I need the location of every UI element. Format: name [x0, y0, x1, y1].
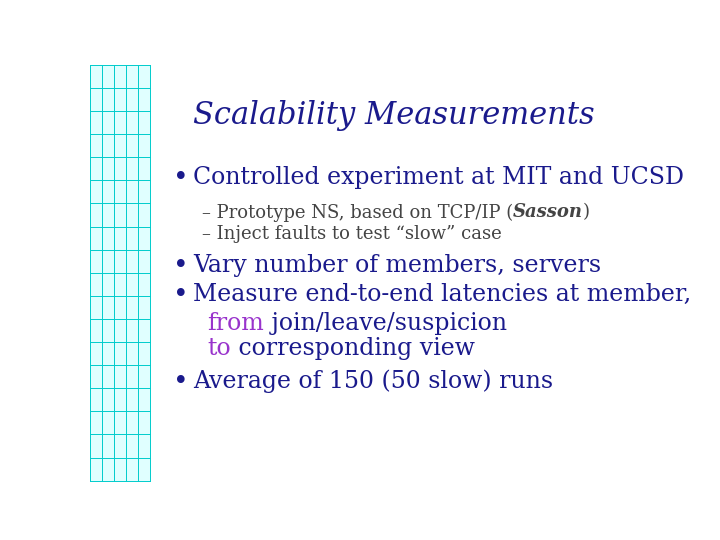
Text: •: • — [173, 165, 188, 190]
Text: corresponding view: corresponding view — [231, 337, 474, 360]
Text: Controlled experiment at MIT and UCSD: Controlled experiment at MIT and UCSD — [193, 166, 684, 188]
Text: Vary number of members, servers: Vary number of members, servers — [193, 254, 601, 276]
Text: •: • — [173, 253, 188, 278]
Bar — [90, 65, 150, 481]
Text: – Inject faults to test “slow” case: – Inject faults to test “slow” case — [202, 225, 501, 244]
Text: Sasson: Sasson — [513, 204, 583, 221]
Text: •: • — [173, 282, 188, 307]
Text: from: from — [207, 312, 264, 335]
Text: Scalability Measurements: Scalability Measurements — [193, 100, 595, 131]
Text: ): ) — [583, 204, 590, 221]
Text: Measure end-to-end latencies at member,: Measure end-to-end latencies at member, — [193, 284, 691, 306]
Text: – Prototype NS, based on TCP/IP (: – Prototype NS, based on TCP/IP ( — [202, 203, 513, 221]
Text: Average of 150 (50 slow) runs: Average of 150 (50 slow) runs — [193, 370, 554, 394]
Text: join/leave/suspicion: join/leave/suspicion — [264, 312, 507, 335]
Text: •: • — [173, 369, 188, 394]
Text: to: to — [207, 337, 231, 360]
